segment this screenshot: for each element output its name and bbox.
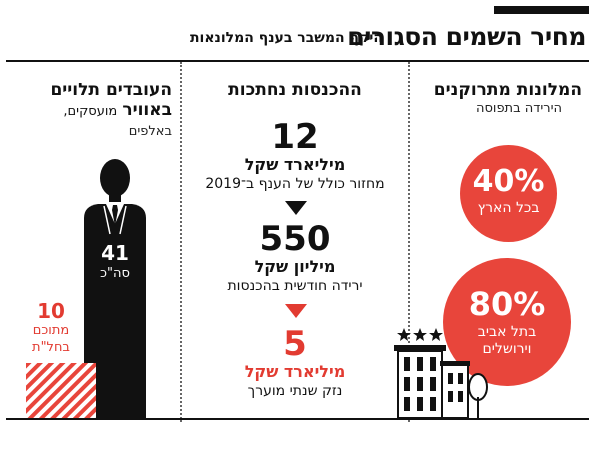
down-arrow-icon [285,304,307,318]
down-arrow-icon [285,201,307,215]
revenue-column-title: ההכנסות נחתכות [228,80,362,100]
stat-label-line1: בתל אביב [477,324,537,340]
hotels-column-title: המלונות מתרוקנים [433,80,582,100]
workers-total-label: סה"כ [100,266,130,281]
revenue-stat-3-desc: נזק שנתי מוערך [247,383,343,399]
revenue-stat-2-unit: מיליון שקל [254,257,336,276]
revenue-stat-1-unit: מיליארד שקל [244,155,346,174]
revenue-stat-2-desc: ירידה חודשית בהכנסות [227,278,363,294]
workers-column-title-line2: באוויר [122,100,172,120]
column-divider-left [180,62,182,422]
workers-column-subtitle-line2: באלפים [128,124,172,139]
furloughed-label-line1: מתוכם [32,323,70,338]
revenue-stat-1-desc: מחזור כולל של הענף ב־2019 [205,176,385,192]
stat-value: 80% [468,285,546,323]
stat-label: בכל הארץ [477,200,540,216]
page-title: מחיר השמים הסגורים [347,22,586,51]
hotels-column-subtitle: הירידה בתפוסה [475,101,562,116]
workers-column-title-line1: העובדים תלויים [50,80,172,100]
revenue-stat-3-unit: מיליארד שקל [244,362,346,381]
hotel-building-icon [394,328,488,419]
header-bar [494,6,589,14]
furloughed-value: 10 [37,299,65,323]
workers-column-subtitle-line1: מועסקים, [63,104,118,119]
revenue-stat-1-value: 12 [271,117,319,157]
furloughed-label-line2: בחל"ת [32,340,70,355]
stat-circle-national: 40% בכל הארץ [460,145,557,242]
furloughed-hatched-bar [26,363,96,418]
stat-value: 40% [472,164,545,199]
stat-label-line2: וירושלים [482,340,532,357]
workers-column-title-line2-wrap: באוויר מועסקים, [63,100,172,120]
revenue-stat-2-value: 550 [259,219,331,259]
baseline [6,418,589,420]
workers-total-value: 41 [101,241,129,265]
revenue-stat-3-value: 5 [283,324,307,364]
column-divider-right [408,62,410,422]
header-divider [6,60,589,62]
page-subtitle: היקף המשבר בענף המלונאות [189,30,383,46]
businessman-icon [84,159,146,420]
